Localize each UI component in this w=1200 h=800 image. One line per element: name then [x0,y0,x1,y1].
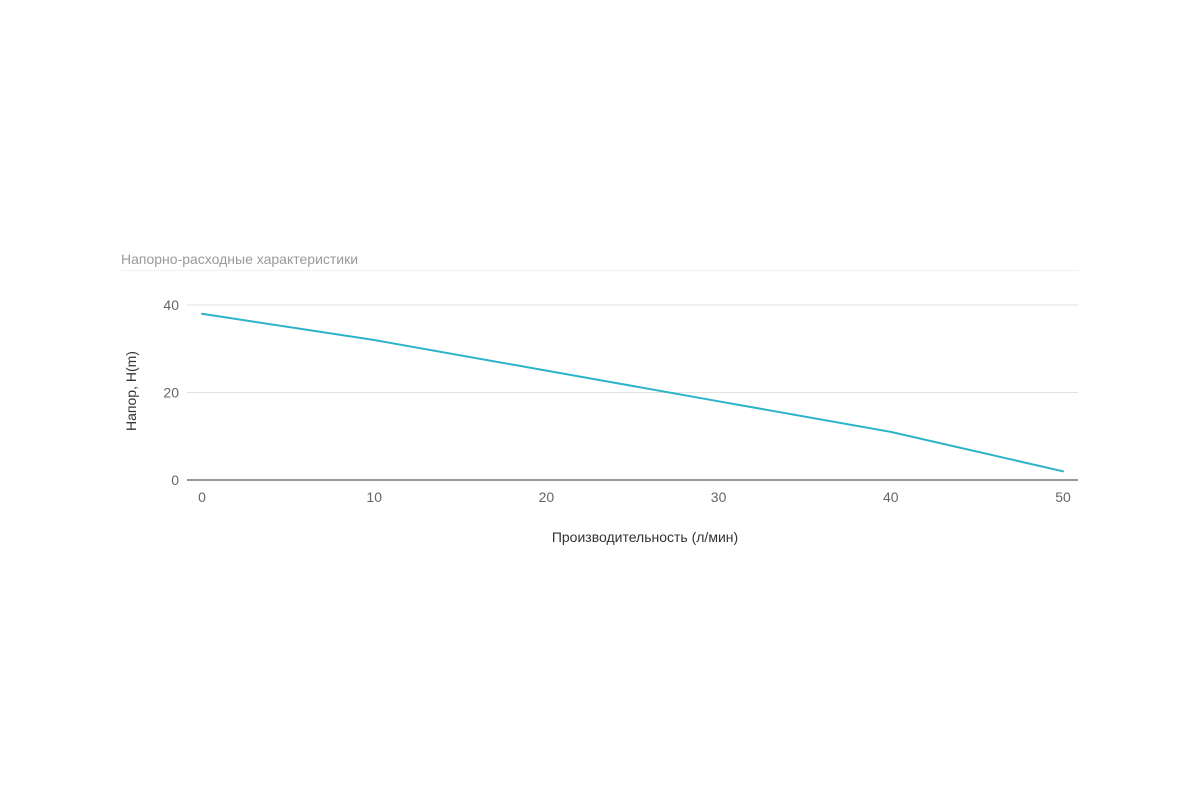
y-tick-label: 20 [163,385,179,401]
y-tick-label: 40 [163,297,179,313]
y-axis-label: Напор, H(m) [123,351,139,431]
grid-layer [187,304,1078,393]
x-tick-label: 50 [1055,489,1071,505]
y-tick-label: 0 [171,472,179,488]
x-tick-label: 30 [711,489,727,505]
x-tick-label: 40 [883,489,899,505]
title-divider [121,270,1079,271]
series-line [201,312,1064,473]
series-layer [201,312,1064,473]
x-tick-label: 20 [539,489,555,505]
x-tick-label: 0 [198,489,206,505]
x-tick-label: 10 [366,489,382,505]
tick-label-layer: 0 20 40 0 10 20 30 40 50 [163,297,1071,505]
x-axis-label: Производительность (л/мин) [552,529,738,545]
chart-title: Напорно-расходные характеристики [121,251,359,267]
